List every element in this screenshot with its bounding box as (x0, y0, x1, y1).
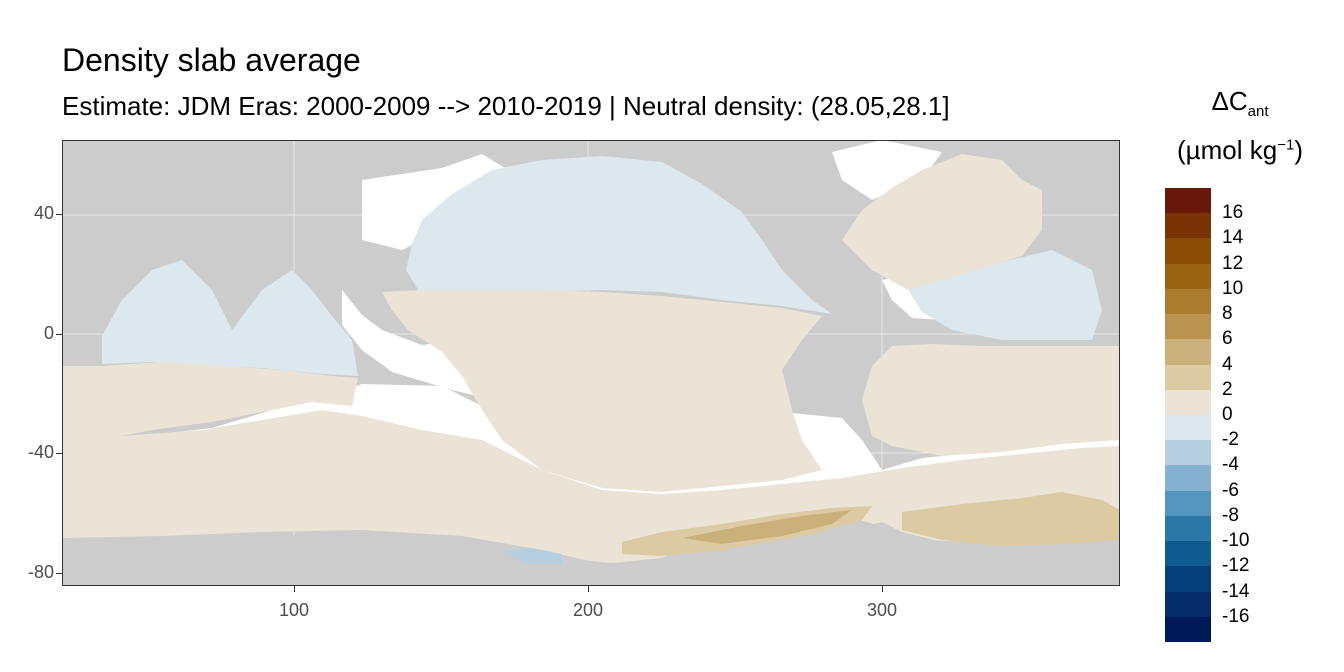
legend-colorbar (1165, 188, 1211, 643)
legend-label: 16 (1222, 202, 1244, 224)
legend-swatch (1165, 490, 1211, 517)
legend-label: 6 (1222, 328, 1233, 350)
y-tick-mark (56, 214, 62, 215)
legend-title-sub: ant (1247, 103, 1269, 121)
map-panel (62, 140, 1120, 586)
legend-label: 4 (1222, 353, 1233, 375)
legend-label: 0 (1222, 404, 1233, 425)
legend-swatch (1165, 389, 1211, 416)
legend-swatch (1165, 238, 1211, 265)
legend-label: 2 (1222, 378, 1233, 400)
legend-label: 8 (1222, 303, 1233, 325)
amundsen-core-region (682, 510, 852, 544)
legend-swatch (1165, 515, 1211, 542)
y-tick-label: -80 (27, 562, 54, 582)
legend-swatch (1165, 263, 1211, 290)
legend-label: -8 (1222, 504, 1239, 526)
legend-swatch (1165, 591, 1211, 618)
x-tick-label: 300 (866, 600, 898, 620)
legend-label: 14 (1222, 227, 1244, 249)
legend-title-line1: ΔCant (1158, 86, 1322, 120)
y-tick-mark (56, 453, 62, 454)
weddell-sea-region (902, 492, 1120, 546)
legend-unit-sup: −1 (1277, 136, 1295, 154)
map-svg (62, 140, 1120, 586)
legend-swatch (1165, 364, 1211, 391)
legend-swatch (1165, 566, 1211, 593)
legend-swatch (1165, 213, 1211, 239)
legend-swatch (1165, 188, 1211, 214)
southern-indian-region (62, 362, 358, 440)
legend-unit-main: (µmol kg (1177, 135, 1278, 165)
legend-label: -12 (1222, 555, 1250, 577)
legend-swatch (1165, 288, 1211, 315)
legend-label: 10 (1222, 277, 1244, 299)
legend-swatch (1165, 415, 1211, 441)
legend-label: -14 (1222, 580, 1250, 602)
north-atlantic-subpolar-region (842, 154, 1042, 290)
legend-label: -6 (1222, 479, 1239, 501)
legend-swatch (1165, 616, 1211, 643)
x-tick-label: 100 (278, 600, 310, 620)
south-pacific-region (382, 290, 822, 492)
x-tick-mark (588, 586, 589, 592)
ross-sea-patch (502, 548, 562, 564)
y-tick-label: -40 (27, 442, 54, 462)
legend-title-line2: (µmol kg−1) (1158, 135, 1322, 166)
south-atlantic-region (862, 344, 1120, 456)
map-title: Density slab average (62, 42, 361, 78)
legend-label: -10 (1222, 530, 1250, 552)
antarctica-land (62, 522, 1120, 586)
legend-label: -16 (1222, 605, 1250, 627)
legend-swatch (1165, 440, 1211, 466)
indian-ocean-north-region (102, 260, 358, 376)
legend-swatch (1165, 541, 1211, 567)
southern-ocean-region (62, 410, 1120, 564)
legend-label: -4 (1222, 454, 1239, 476)
legend-unit-end: ) (1294, 135, 1303, 165)
y-tick-mark (56, 573, 62, 574)
legend-title-main: ΔC (1211, 86, 1248, 116)
legend-swatch (1165, 314, 1211, 340)
legend-swatch (1165, 465, 1211, 492)
x-tick-label: 200 (572, 600, 604, 620)
x-tick-mark (882, 586, 883, 592)
north-pacific-region (406, 156, 832, 314)
map-subtitle: Estimate: JDM Eras: 2000-2009 --> 2010-2… (62, 91, 950, 121)
legend-label: -2 (1222, 429, 1239, 451)
legend-swatch (1165, 339, 1211, 366)
y-tick-label: 40 (33, 203, 54, 223)
legend-label: 12 (1222, 252, 1244, 274)
x-tick-mark (294, 586, 295, 592)
y-tick-mark (56, 334, 62, 335)
y-tick-label: 0 (43, 323, 54, 343)
